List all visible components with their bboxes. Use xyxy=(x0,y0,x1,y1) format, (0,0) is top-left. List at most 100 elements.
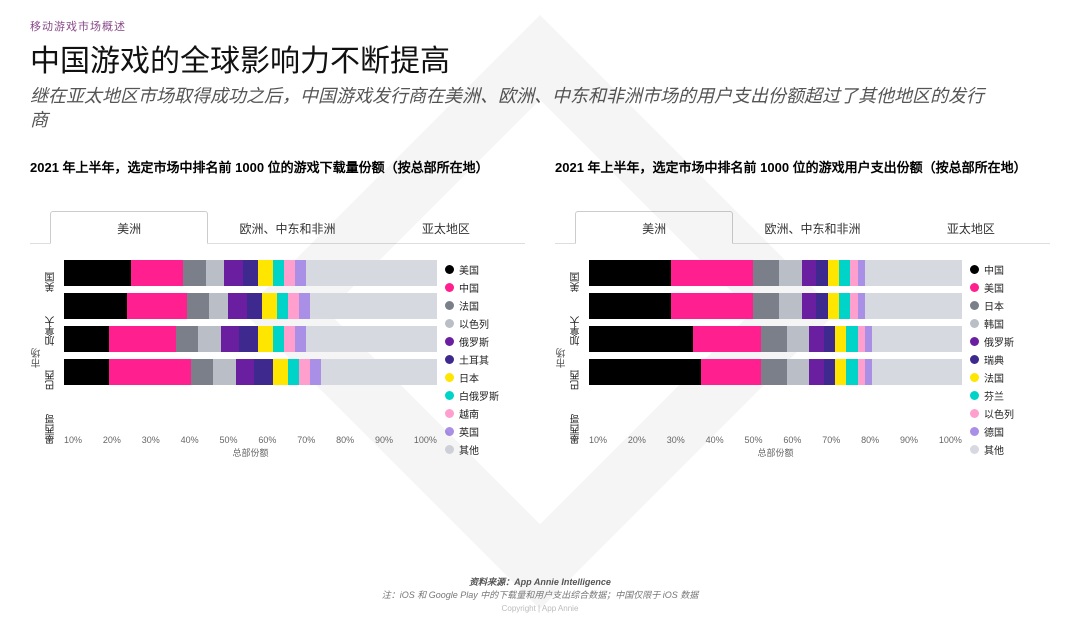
legend-item: 土耳其 xyxy=(445,352,525,367)
legend-swatch xyxy=(970,355,979,364)
bar-segment xyxy=(254,359,273,385)
x-tick: 90% xyxy=(375,435,393,445)
bar-segment xyxy=(64,359,109,385)
tab-2[interactable]: 亚太地区 xyxy=(367,211,525,243)
tab-2[interactable]: 亚太地区 xyxy=(892,211,1050,243)
stacked-bar xyxy=(64,326,437,352)
bar-segment xyxy=(295,260,306,286)
legend-label: 俄罗斯 xyxy=(984,334,1014,349)
bar-segment xyxy=(858,326,865,352)
tab-1[interactable]: 欧洲、中东和非洲 xyxy=(208,211,366,243)
legend-item: 俄罗斯 xyxy=(445,334,525,349)
legend-item: 韩国 xyxy=(970,316,1050,331)
x-tick: 60% xyxy=(783,435,801,445)
legend-swatch xyxy=(970,283,979,292)
legend-label: 芬兰 xyxy=(984,388,1004,403)
tab-0[interactable]: 美洲 xyxy=(575,211,733,244)
bar-segment xyxy=(64,326,109,352)
bar-segment xyxy=(273,326,284,352)
x-tick: 10% xyxy=(64,435,82,445)
bar-segment xyxy=(258,260,273,286)
legend-swatch xyxy=(445,373,454,382)
stacked-bar xyxy=(589,359,962,385)
bar-segment xyxy=(865,326,872,352)
legend-label: 日本 xyxy=(459,370,479,385)
x-tick: 80% xyxy=(861,435,879,445)
legend-label: 英国 xyxy=(459,424,479,439)
category-label: 巴西 xyxy=(44,370,64,390)
category-label: 加拿大 xyxy=(44,316,64,346)
bar-segment xyxy=(816,293,827,319)
breadcrumb: 移动游戏市场概述 xyxy=(30,18,1050,34)
legend-label: 以色列 xyxy=(459,316,489,331)
category-labels-left: 美国加拿大巴西墨西哥 xyxy=(44,260,64,457)
x-axis-right: 10%20%30%40%50%60%70%80%90%100% xyxy=(589,435,962,445)
bar-segment xyxy=(306,260,437,286)
bar-segment xyxy=(865,260,962,286)
bar-segment xyxy=(243,260,258,286)
legend-label: 法国 xyxy=(984,370,1004,385)
x-tick: 70% xyxy=(297,435,315,445)
x-tick: 20% xyxy=(628,435,646,445)
bar-segment xyxy=(589,260,671,286)
bar-segment xyxy=(872,359,962,385)
bar-segment xyxy=(865,359,872,385)
legend-item: 英国 xyxy=(445,424,525,439)
legend-label: 日本 xyxy=(984,298,1004,313)
bar-segment xyxy=(310,359,321,385)
bar-segment xyxy=(858,260,865,286)
legend-label: 德国 xyxy=(984,424,1004,439)
bar-segment xyxy=(589,326,693,352)
bar-segment xyxy=(284,260,295,286)
legend-label: 白俄罗斯 xyxy=(459,388,499,403)
copyright: Copyright | App Annie xyxy=(0,604,1080,613)
bar-segment xyxy=(206,260,225,286)
bar-segment xyxy=(779,293,801,319)
y-axis-label: 市场 xyxy=(30,260,44,457)
x-tick: 40% xyxy=(181,435,199,445)
legend-item: 日本 xyxy=(970,298,1050,313)
stacked-bar xyxy=(589,326,962,352)
legend-swatch xyxy=(445,337,454,346)
bar-segment xyxy=(850,293,857,319)
bar-segment xyxy=(761,359,787,385)
bar-segment xyxy=(284,326,295,352)
tab-1[interactable]: 欧洲、中东和非洲 xyxy=(733,211,891,243)
legend-item: 以色列 xyxy=(970,406,1050,421)
legend-swatch xyxy=(970,319,979,328)
bar-segment xyxy=(828,293,839,319)
x-tick: 70% xyxy=(822,435,840,445)
legend-item: 美国 xyxy=(445,262,525,277)
legend-swatch xyxy=(445,355,454,364)
bar-segment xyxy=(228,293,247,319)
x-tick: 30% xyxy=(667,435,685,445)
bar-segment xyxy=(858,359,865,385)
bar-segment xyxy=(846,326,857,352)
tabs-left: 美洲欧洲、中东和非洲亚太地区 xyxy=(30,211,525,244)
bar-segment xyxy=(198,326,220,352)
legend-label: 越南 xyxy=(459,406,479,421)
bar-segment xyxy=(109,326,176,352)
bar-segment xyxy=(858,293,865,319)
bar-segment xyxy=(671,293,753,319)
bar-segment xyxy=(209,293,228,319)
legend-swatch xyxy=(970,427,979,436)
bar-segment xyxy=(824,359,835,385)
bar-segment xyxy=(787,326,809,352)
bar-segment xyxy=(753,260,779,286)
x-tick: 20% xyxy=(103,435,121,445)
x-tick: 60% xyxy=(258,435,276,445)
bar-segment xyxy=(262,293,277,319)
legend-swatch xyxy=(970,337,979,346)
footer-note: 注：iOS 和 Google Play 中的下载量和用户支出综合数据；中国仅限于… xyxy=(0,588,1080,601)
legend-right: 中国美国日本韩国俄罗斯瑞典法国芬兰以色列德国其他 xyxy=(970,260,1050,457)
legend-swatch xyxy=(970,391,979,400)
category-label: 墨西哥 xyxy=(44,414,64,444)
x-tick: 10% xyxy=(589,435,607,445)
legend-swatch xyxy=(970,373,979,382)
legend-item: 白俄罗斯 xyxy=(445,388,525,403)
legend-label: 法国 xyxy=(459,298,479,313)
tab-0[interactable]: 美洲 xyxy=(50,211,208,244)
footer-source: App Annie Intelligence xyxy=(514,577,611,587)
x-tick: 80% xyxy=(336,435,354,445)
